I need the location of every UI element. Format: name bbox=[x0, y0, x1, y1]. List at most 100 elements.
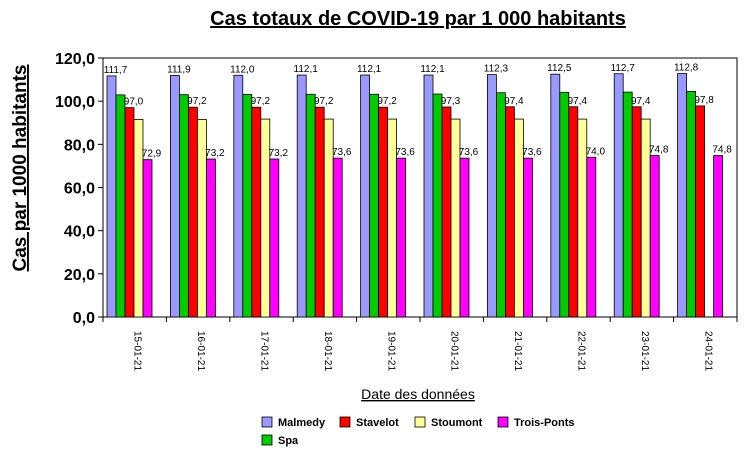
x-tick-label: 24-01-21 bbox=[702, 331, 713, 371]
data-label: 72,9 bbox=[142, 149, 162, 160]
y-tick-label: 60,0 bbox=[64, 181, 95, 198]
bar-malmedy bbox=[486, 74, 497, 318]
x-tick-label: 22-01-21 bbox=[576, 331, 587, 371]
y-tick-label: 80,0 bbox=[64, 137, 95, 154]
data-label: 112,0 bbox=[230, 64, 255, 75]
bar-trois-ponts bbox=[269, 158, 280, 318]
data-label: 74,8 bbox=[712, 145, 732, 156]
bar-stavelot bbox=[441, 106, 452, 318]
legend-swatch-spa bbox=[261, 434, 273, 446]
y-tick-label: 100,0 bbox=[55, 94, 95, 111]
legend-label-stoumont: Stoumont bbox=[431, 417, 483, 429]
data-label: 73,2 bbox=[269, 148, 289, 159]
bar-stavelot bbox=[568, 106, 579, 318]
x-tick-label: 20-01-21 bbox=[449, 331, 460, 371]
data-label: 97,4 bbox=[631, 96, 651, 107]
bar-spa bbox=[432, 93, 443, 318]
bar-malmedy bbox=[169, 75, 180, 318]
bar-spa bbox=[369, 93, 380, 318]
x-tick-label: 21-01-21 bbox=[512, 331, 523, 371]
data-label: 112,5 bbox=[547, 63, 572, 74]
legend-label-spa: Spa bbox=[278, 435, 299, 447]
y-tick-label: 40,0 bbox=[64, 224, 95, 241]
bar-spa bbox=[686, 91, 696, 318]
bar-stavelot bbox=[187, 106, 198, 318]
bar-spa bbox=[242, 94, 253, 318]
data-label: 111,7 bbox=[104, 65, 128, 76]
y-axis-label: Cas par 1000 habitants bbox=[10, 65, 31, 272]
data-label: 112,7 bbox=[611, 63, 636, 74]
x-tick-label: 23-01-21 bbox=[639, 331, 650, 371]
bar-spa bbox=[495, 92, 506, 318]
x-tick-label: 18-01-21 bbox=[322, 331, 333, 371]
bar-stavelot bbox=[695, 105, 705, 318]
legend-label-stavelot: Stavelot bbox=[356, 417, 399, 429]
x-axis-label: Date des données bbox=[361, 386, 475, 402]
bar-stavelot bbox=[124, 107, 135, 318]
y-tick-label: 0,0 bbox=[73, 310, 95, 327]
data-label: 97,2 bbox=[377, 96, 397, 107]
bar-stavelot bbox=[504, 106, 515, 318]
bar-malmedy bbox=[423, 74, 434, 318]
bar-spa bbox=[115, 94, 126, 318]
data-label: 97,2 bbox=[187, 96, 207, 107]
bar-trois-ponts bbox=[459, 157, 470, 318]
y-tick-label: 120,0 bbox=[55, 51, 95, 68]
bar-spa bbox=[178, 94, 189, 318]
bar-malmedy bbox=[360, 74, 371, 318]
data-label: 97,2 bbox=[314, 96, 334, 107]
data-label: 97,0 bbox=[124, 97, 144, 108]
data-label: 112,3 bbox=[484, 64, 509, 75]
bar-spa bbox=[622, 91, 633, 318]
x-tick-label: 16-01-21 bbox=[195, 331, 206, 371]
y-tick-label: 20,0 bbox=[64, 267, 95, 284]
bar-malmedy bbox=[550, 73, 561, 318]
bar-spa bbox=[559, 91, 570, 318]
bar-trois-ponts bbox=[523, 157, 533, 318]
data-label: 97,4 bbox=[568, 96, 588, 107]
bar-trois-ponts bbox=[586, 156, 597, 318]
bar-malmedy bbox=[677, 73, 687, 318]
bar-malmedy bbox=[613, 73, 624, 318]
data-label: 73,6 bbox=[395, 147, 415, 158]
bar-stavelot bbox=[251, 106, 262, 318]
data-label: 97,2 bbox=[251, 96, 271, 107]
bar-spa bbox=[305, 93, 316, 318]
bar-trois-ponts bbox=[713, 155, 723, 318]
bar-malmedy bbox=[296, 74, 307, 318]
data-label: 97,8 bbox=[694, 95, 714, 106]
bar-malmedy bbox=[233, 74, 244, 318]
x-tick-label: 15-01-21 bbox=[132, 331, 143, 371]
data-label: 112,1 bbox=[357, 64, 382, 75]
bar-malmedy bbox=[106, 75, 117, 318]
chart-title: Cas totaux de COVID-19 par 1 000 habitan… bbox=[210, 8, 626, 30]
data-label: 74,8 bbox=[649, 145, 669, 156]
legend-swatch-malmedy bbox=[261, 416, 273, 428]
data-label: 111,9 bbox=[167, 64, 191, 75]
data-label: 73,6 bbox=[459, 147, 479, 158]
bar-trois-ponts bbox=[205, 158, 216, 318]
legend-swatch-stavelot bbox=[339, 416, 351, 428]
data-label: 112,1 bbox=[420, 64, 445, 75]
bar-trois-ponts bbox=[332, 157, 343, 318]
plot-area: 0,0 20,0 40,0 60,0 80,0 100,0 120,0 111,7 97,0 72… bbox=[55, 51, 738, 371]
data-label: 97,3 bbox=[441, 96, 461, 107]
data-label: 74,0 bbox=[586, 146, 606, 157]
legend-label-malmedy: Malmedy bbox=[278, 417, 326, 429]
legend-swatch-stoumont bbox=[414, 416, 426, 428]
data-label: 97,4 bbox=[504, 96, 524, 107]
x-tick-label: 17-01-21 bbox=[259, 331, 270, 371]
x-tick-label: 19-01-21 bbox=[385, 331, 396, 371]
bar-trois-ponts bbox=[142, 159, 153, 318]
legend-swatch-trois-ponts bbox=[497, 416, 509, 428]
data-label: 73,2 bbox=[205, 148, 225, 159]
data-label: 73,6 bbox=[522, 147, 542, 158]
data-label: 112,1 bbox=[294, 64, 319, 75]
legend: Malmedy Stavelot Stoumont Trois-Ponts Spa bbox=[261, 416, 575, 447]
bar-stavelot bbox=[631, 106, 642, 318]
bar-stavelot bbox=[314, 106, 325, 318]
bar-trois-ponts bbox=[649, 155, 660, 318]
bar-stavelot bbox=[378, 106, 389, 318]
data-label: 112,8 bbox=[674, 63, 699, 74]
